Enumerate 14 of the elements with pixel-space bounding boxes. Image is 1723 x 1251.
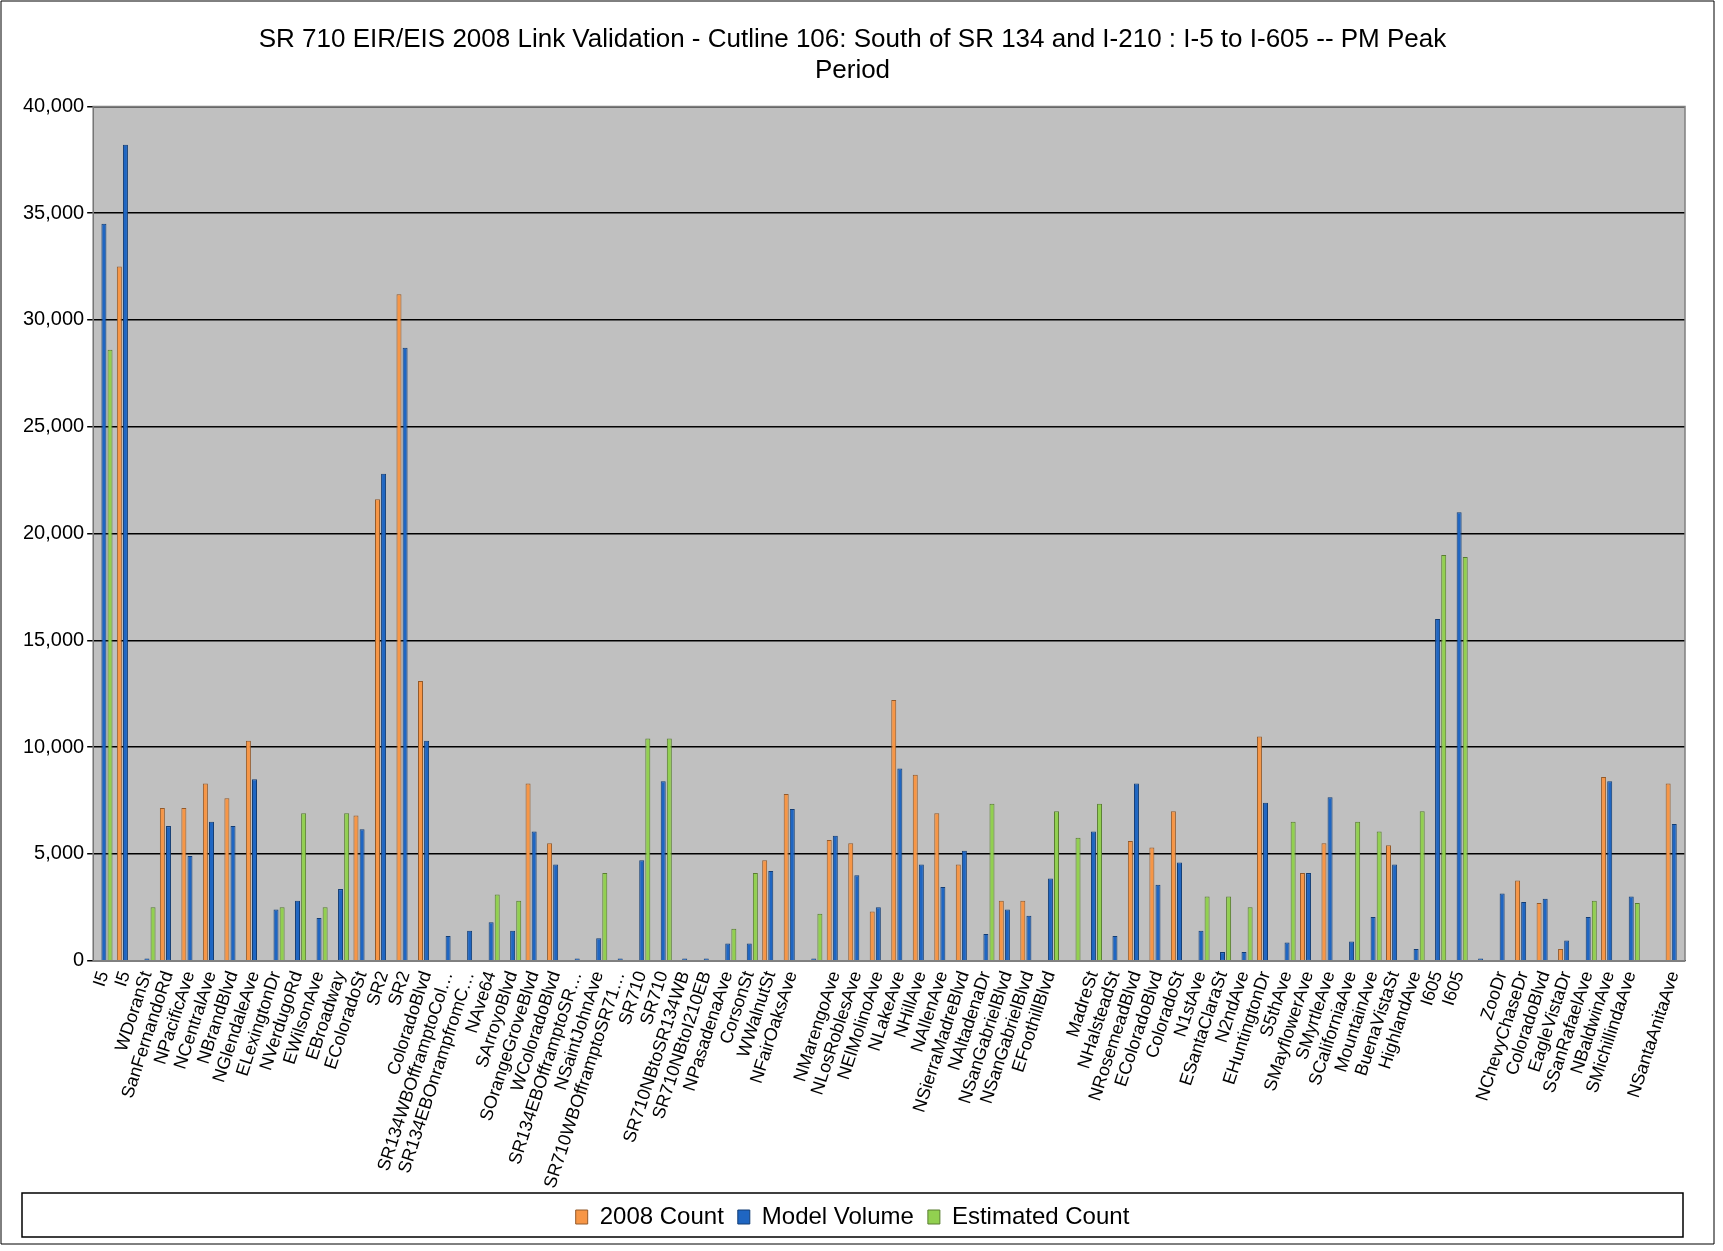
- x-tick-label: I5: [88, 968, 113, 990]
- legend-label: Estimated Count: [951, 1201, 1130, 1229]
- legend-label: 2008 Count: [599, 1201, 725, 1229]
- y-tick-label: 5,000: [34, 841, 85, 864]
- y-tick-label: 20,000: [23, 521, 85, 544]
- y-tick-label: 0: [73, 948, 85, 971]
- y-tick-label: 30,000: [23, 307, 85, 330]
- y-tick-label: 40,000: [23, 93, 85, 116]
- legend-label: Model Volume: [761, 1201, 914, 1229]
- y-tick-label: 15,000: [23, 627, 85, 650]
- y-tick-label: 35,000: [23, 200, 85, 223]
- y-tick-label: 10,000: [23, 734, 85, 757]
- chart-title: SR 710 EIR/EIS 2008 Link Validation - Cutline 106: South of SR 134 and I-210 : I-5 to I-605 -- PM Peak Period: [258, 22, 1448, 84]
- y-tick-label: 25,000: [23, 414, 85, 437]
